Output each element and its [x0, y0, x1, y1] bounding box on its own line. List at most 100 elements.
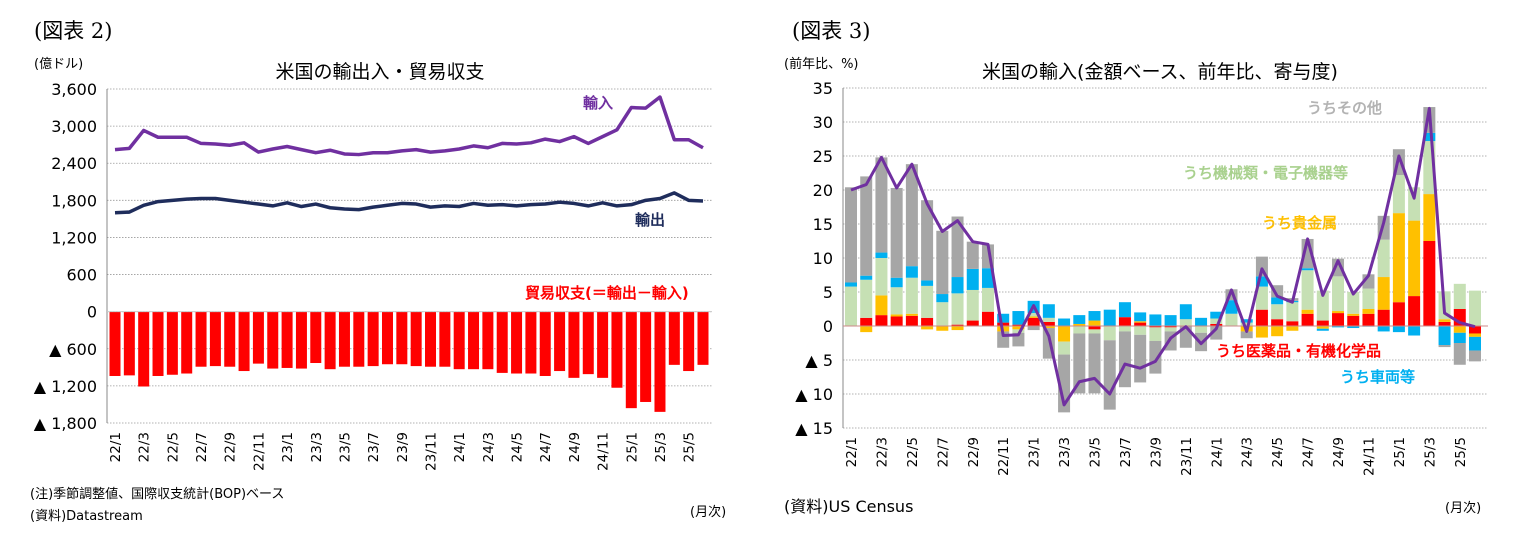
bar-machinery: [845, 286, 857, 326]
bar-precious-metals: [1088, 320, 1101, 326]
bar-vehicles: [1042, 304, 1055, 318]
bar-machinery: [1408, 187, 1421, 221]
bar-trade-balance: [238, 311, 250, 372]
bar-trade-balance: [582, 311, 594, 375]
bar-machinery: [890, 287, 903, 315]
x-tick-label: 23/3: [309, 432, 325, 462]
bar-precious-metals: [1042, 326, 1055, 329]
bar-vehicles: [981, 268, 994, 288]
bar-pharma: [1362, 313, 1375, 326]
legend-precious-metals: うち貴金属: [1262, 214, 1337, 232]
x-tick-label: 22/5: [165, 432, 181, 462]
bar-vehicles: [1073, 315, 1086, 324]
bar-vehicles: [951, 277, 964, 294]
x-tick-label: 22/1: [108, 432, 124, 462]
x-tick-label: 22/9: [223, 432, 239, 462]
x-tick-label: 24/9: [567, 432, 583, 462]
x-tick-label: 23/11: [424, 432, 440, 471]
bar-other: [1012, 332, 1025, 347]
bar-machinery: [1225, 313, 1238, 326]
bar-trade-balance: [338, 311, 350, 367]
bar-machinery: [1453, 283, 1466, 309]
x-tick-label: 24/7: [1301, 437, 1317, 467]
bar-vehicles: [966, 268, 979, 290]
bar-other: [860, 176, 873, 276]
x-tick-label: 22/11: [251, 432, 267, 471]
bar-trade-balance: [568, 311, 580, 378]
unit-label: (億ドル): [34, 56, 83, 72]
bar-precious-metals: [1408, 220, 1421, 297]
bar-pharma: [1423, 241, 1436, 326]
y-tick-label: 15: [813, 215, 833, 234]
bar-trade-balance: [539, 311, 551, 376]
bar-vehicles: [1240, 319, 1253, 323]
bar-trade-balance: [668, 311, 680, 365]
bar-machinery: [1301, 270, 1314, 310]
bar-vehicles: [1179, 304, 1192, 320]
bar-pharma: [1255, 309, 1268, 326]
bar-machinery: [981, 287, 994, 312]
legend-vehicles: うち車両等: [1340, 368, 1415, 386]
bar-trade-balance: [453, 311, 465, 370]
bar-vehicles: [1469, 336, 1481, 351]
bar-pharma: [860, 317, 873, 326]
legend-machinery: うち機械類・電子機器等: [1183, 164, 1348, 182]
x-tick-label: 22/9: [966, 437, 982, 467]
bar-precious-metals: [1134, 321, 1147, 323]
bar-pharma: [997, 322, 1010, 326]
bar-pharma: [1332, 313, 1345, 326]
bar-precious-metals: [1423, 194, 1436, 241]
bar-other: [1332, 258, 1345, 277]
bar-machinery: [1377, 239, 1390, 278]
bar-vehicles: [997, 313, 1010, 323]
bar-other: [1225, 289, 1238, 301]
bar-pharma: [1316, 320, 1329, 326]
bar-trade-balance: [166, 311, 178, 375]
bar-pharma: [890, 316, 903, 326]
x-tick-label: 25/3: [653, 432, 669, 462]
chart-imports-contribution: 35 30 25 20 15 10 5 0 ▲ 5 ▲ 10 ▲ 15 22/1 22/3 22/5 22/…: [795, 79, 1488, 476]
x-tick-label: 23/1: [1027, 437, 1043, 467]
chart-trade: 3,600 3,000 2,400 1,800 1,200 600 0 ▲ 600 ▲ 1,20…: [34, 80, 712, 471]
bar-precious-metals: [1332, 311, 1345, 314]
bar-vehicles: [1225, 300, 1238, 314]
x-tick-label: 24/5: [510, 432, 526, 462]
bar-vehicles: [860, 275, 873, 280]
y-tick-label: 600: [66, 266, 97, 285]
bar-trade-balance: [425, 311, 437, 367]
bar-vehicles: [1149, 314, 1162, 326]
bar-pharma: [1118, 317, 1131, 326]
bar-vehicles: [1271, 297, 1284, 305]
bar-pharma: [1271, 319, 1284, 326]
bar-vehicles: [936, 294, 949, 303]
bar-vehicles: [1255, 276, 1268, 287]
y-tick-label: 0: [87, 303, 97, 322]
bar-machinery: [1240, 322, 1253, 326]
bar-machinery: [966, 289, 979, 321]
bar-precious-metals: [951, 326, 964, 331]
bar-machinery: [1179, 319, 1192, 326]
legend-other: うちその他: [1307, 99, 1382, 117]
bar-vehicles: [1453, 332, 1466, 343]
bar-trade-balance: [267, 311, 279, 369]
bar-trade-balance: [252, 311, 264, 364]
bar-trade-balance: [683, 311, 695, 372]
bar-trade-balance: [439, 311, 451, 367]
bar-precious-metals: [860, 326, 873, 333]
bar-vehicles: [1210, 311, 1223, 319]
bar-machinery: [1058, 341, 1071, 355]
bar-trade-balance: [123, 311, 135, 376]
source: (資料)US Census: [784, 497, 913, 516]
bar-machinery: [1118, 326, 1131, 332]
bar-other: [951, 216, 964, 278]
y-tick-label: ▲ 15: [795, 419, 833, 438]
bar-pharma: [1042, 321, 1055, 326]
bar-trade-balance: [295, 311, 307, 369]
bar-precious-metals: [1362, 309, 1375, 314]
bar-other: [921, 200, 934, 281]
bar-other: [875, 157, 888, 253]
bar-machinery: [1149, 327, 1162, 341]
bar-pharma: [1149, 326, 1162, 328]
bar-trade-balance: [482, 311, 494, 370]
